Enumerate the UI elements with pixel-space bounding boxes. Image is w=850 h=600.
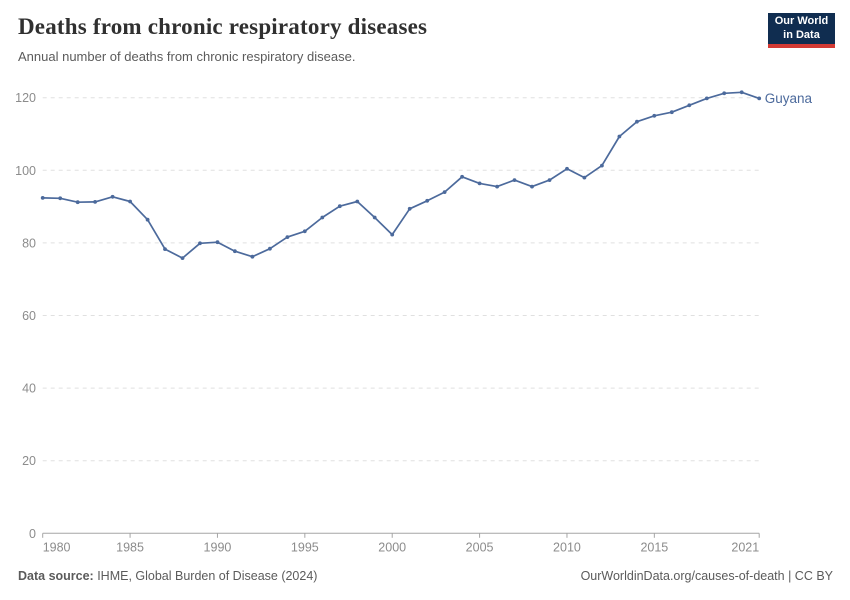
data-point[interactable] [460, 174, 464, 179]
data-point[interactable] [687, 103, 692, 108]
data-point[interactable] [58, 196, 63, 201]
data-point[interactable] [93, 200, 97, 204]
data-source-label: Data source: [18, 569, 94, 583]
chart-title: Deaths from chronic respiratory diseases [18, 14, 428, 39]
data-point[interactable] [110, 194, 115, 199]
y-axis-tick-label: 0 [29, 527, 36, 541]
owid-logo[interactable]: Our World in Data [768, 13, 835, 48]
data-point[interactable] [704, 96, 709, 101]
data-point[interactable] [390, 232, 395, 237]
x-axis-tick-label: 1985 [116, 540, 144, 554]
data-point[interactable] [215, 240, 220, 245]
data-point[interactable] [652, 113, 657, 118]
x-axis-tick-label: 2015 [640, 540, 668, 554]
y-axis-tick-label: 100 [15, 164, 36, 178]
data-point[interactable] [617, 134, 622, 139]
data-point[interactable] [233, 249, 237, 254]
data-point[interactable] [180, 256, 185, 260]
data-point[interactable] [757, 96, 762, 101]
data-point[interactable] [268, 246, 272, 251]
y-axis-tick-label: 120 [15, 91, 36, 105]
y-axis-tick-label: 60 [22, 309, 36, 323]
data-point[interactable] [407, 206, 412, 211]
data-point[interactable] [425, 198, 430, 203]
y-axis-tick-label: 40 [22, 382, 36, 396]
data-point[interactable] [635, 119, 639, 124]
data-point[interactable] [355, 199, 360, 204]
data-point[interactable] [547, 178, 552, 182]
x-axis-tick-label: 1990 [204, 540, 232, 554]
data-point[interactable] [442, 190, 447, 194]
data-point[interactable] [250, 254, 255, 259]
data-point[interactable] [565, 166, 569, 171]
data-point[interactable] [477, 181, 482, 186]
data-source-note: Data source: IHME, Global Burden of Dise… [18, 569, 317, 583]
data-point[interactable] [495, 184, 499, 189]
x-axis-tick-label: 2005 [466, 540, 494, 554]
data-point[interactable] [530, 184, 534, 189]
data-point[interactable] [302, 229, 307, 234]
chart-subtitle: Annual number of deaths from chronic res… [18, 49, 356, 64]
x-axis-tick-label: 2021 [731, 540, 759, 554]
data-point[interactable] [40, 196, 45, 200]
data-point[interactable] [320, 215, 325, 220]
data-point[interactable] [372, 215, 377, 220]
x-axis-tick-label: 2010 [553, 540, 581, 554]
data-source-text: IHME, Global Burden of Disease (2024) [93, 569, 318, 583]
data-point[interactable] [198, 241, 202, 246]
data-point[interactable] [285, 235, 290, 240]
owid-logo-line2: in Data [783, 28, 820, 41]
chart-header: Deaths from chronic respiratory diseases… [18, 14, 427, 64]
series-label-guyana[interactable]: Guyana [765, 91, 813, 106]
line-chart-canvas[interactable]: 0 20 40 60 80 100 120 1980 1985 1990 1995 2000 2005 2… [0, 80, 850, 555]
y-axis-tick-label: 80 [22, 236, 36, 250]
data-point[interactable] [163, 247, 167, 252]
data-point[interactable] [145, 217, 150, 222]
data-point[interactable] [722, 91, 727, 96]
data-point[interactable] [669, 110, 674, 115]
x-axis-tick-label: 1980 [43, 540, 71, 554]
owid-logo-line1: Our World [774, 14, 829, 27]
data-point[interactable] [337, 204, 342, 209]
chart-footer: Data source: IHME, Global Burden of Dise… [18, 569, 833, 583]
data-point[interactable] [512, 178, 517, 182]
data-point[interactable] [128, 199, 133, 204]
series-line-guyana[interactable] [41, 91, 761, 259]
data-point[interactable] [739, 90, 744, 95]
data-point[interactable] [582, 175, 587, 180]
x-axis-tick-label: 2000 [378, 540, 406, 554]
data-point[interactable] [600, 163, 604, 168]
y-axis-tick-label: 20 [22, 454, 36, 468]
x-axis-tick-label: 1995 [291, 540, 319, 554]
data-point[interactable] [75, 200, 80, 205]
license-link[interactable]: OurWorldinData.org/causes-of-death | CC … [580, 569, 833, 583]
